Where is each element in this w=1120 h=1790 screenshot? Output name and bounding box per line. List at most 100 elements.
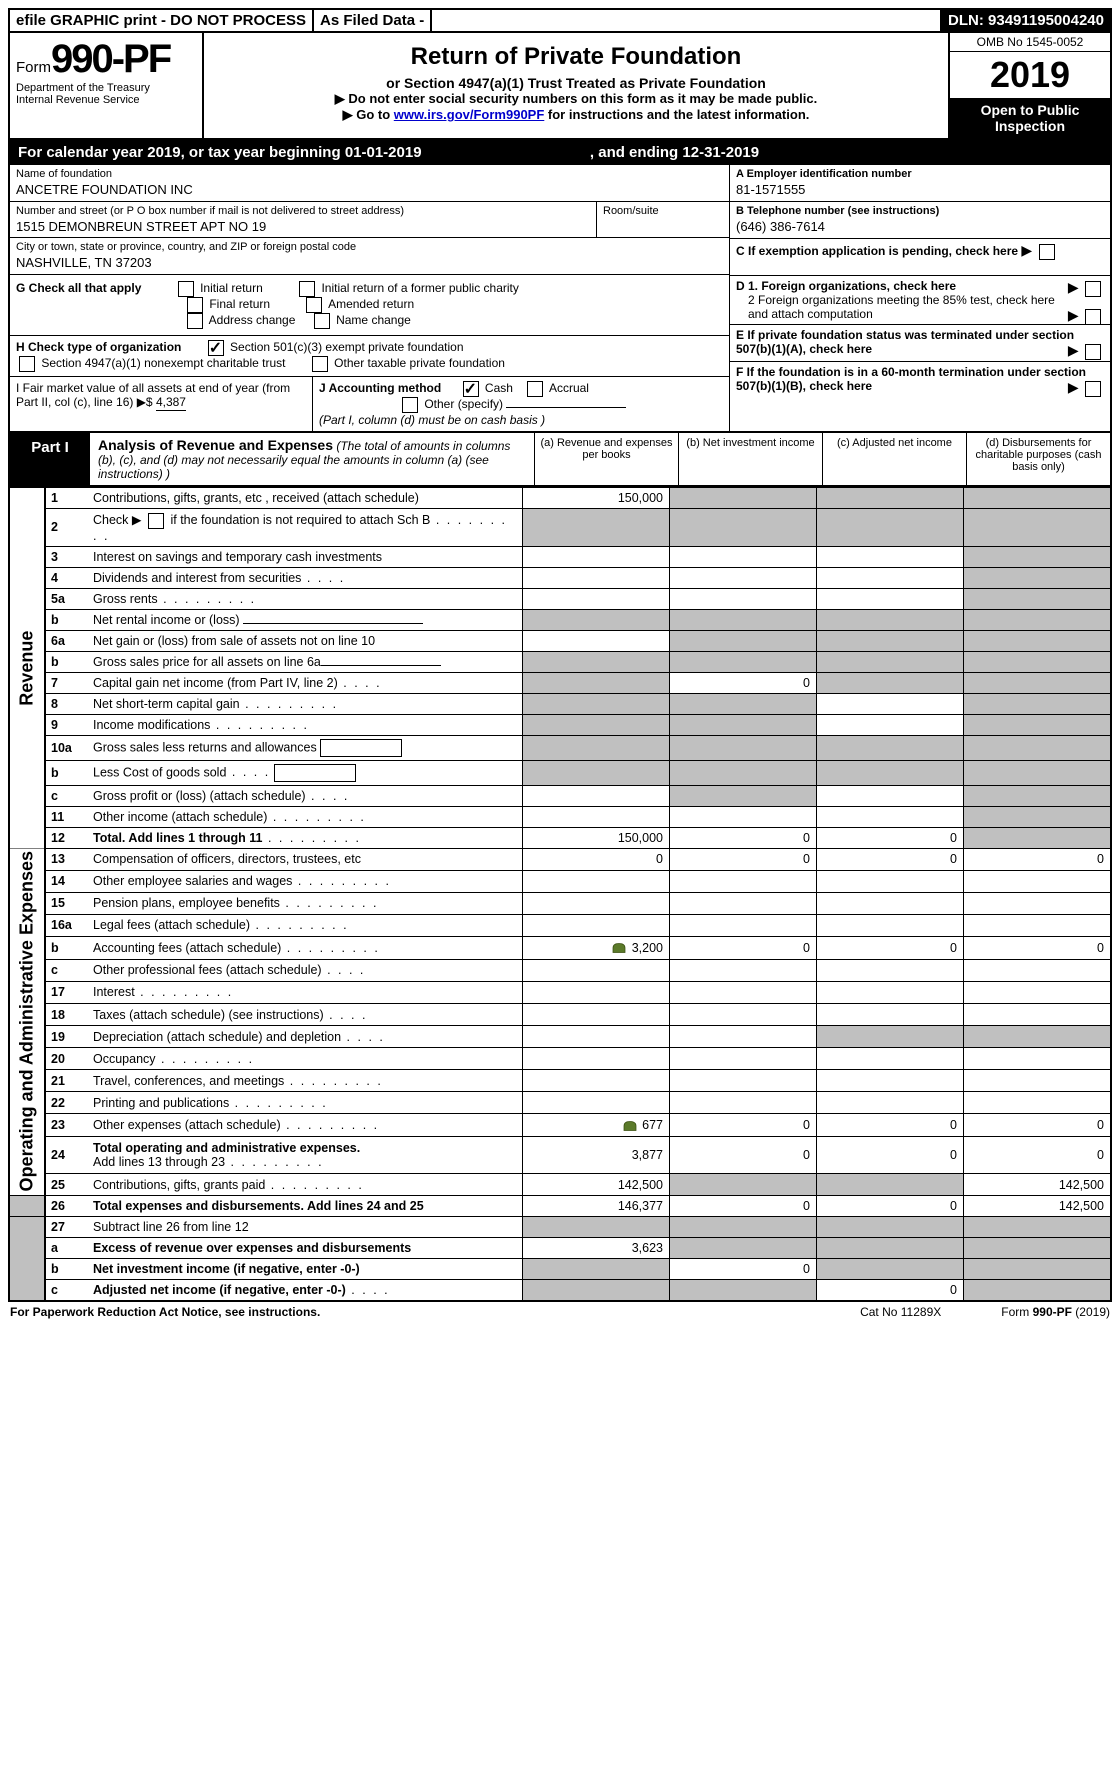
checkbox-name-change[interactable] [314,313,330,329]
col-d-head: (d) Disbursements for charitable purpose… [966,433,1110,485]
dln: DLN: 93491195004240 [942,10,1110,31]
part-i-title: Analysis of Revenue and Expenses (The to… [90,433,534,485]
checkbox-initial-return[interactable] [178,281,194,297]
ein: 81-1571555 [736,180,1104,197]
phone: (646) 386-7614 [736,217,1104,234]
line12-a: 150,000 [523,827,670,848]
table-row: 20Occupancy [9,1048,1111,1070]
tax-year: 2019 [950,52,1110,98]
instr-2: ▶ Go to www.irs.gov/Form990PF for instru… [212,107,940,123]
omb-no: OMB No 1545-0052 [950,33,1110,52]
table-row: 11Other income (attach schedule) [9,806,1111,827]
section-c: C If exemption application is pending, c… [730,239,1110,276]
table-row: bAccounting fees (attach schedule) 3,200… [9,937,1111,960]
table-row: 24Total operating and administrative exp… [9,1137,1111,1174]
form-title-block: Return of Private Foundation or Section … [204,33,948,138]
checkbox-other-taxable[interactable] [312,356,328,372]
table-row: 18Taxes (attach schedule) (see instructi… [9,1003,1111,1025]
section-i-j: I Fair market value of all assets at end… [10,377,729,431]
cat-no: Cat No 11289X [860,1305,941,1319]
ein-cell: A Employer identification number 81-1571… [730,165,1110,202]
table-row: 21Travel, conferences, and meetings [9,1070,1111,1092]
part-i-label: Part I [10,433,90,485]
room-suite-label: Room/suite [603,205,723,217]
table-row: 2Check ▶ if the foundation is not requir… [9,509,1111,547]
checkbox-cash[interactable] [463,381,479,397]
table-row: 19Depreciation (attach schedule) and dep… [9,1026,1111,1048]
table-row: 9Income modifications [9,714,1111,735]
page-footer: For Paperwork Reduction Act Notice, see … [8,1302,1112,1322]
line1-a: 150,000 [523,488,670,509]
dept-treasury: Department of the Treasury [16,82,196,94]
attach-icon[interactable] [621,1119,639,1133]
form-prefix: Form [16,59,51,76]
calendar-year-bar: For calendar year 2019, or tax year begi… [8,140,1112,165]
checkbox-amended[interactable] [306,297,322,313]
part-i-table: Revenue 1Contributions, gifts, grants, e… [8,487,1112,1302]
irs-link[interactable]: www.irs.gov/Form990PF [394,107,545,122]
checkbox-d2[interactable] [1085,309,1101,325]
table-row: bGross sales price for all assets on lin… [9,651,1111,672]
table-row: aExcess of revenue over expenses and dis… [9,1238,1111,1259]
checkbox-4947a1[interactable] [19,356,35,372]
checkbox-address-change[interactable] [187,313,203,329]
checkbox-final-return[interactable] [187,297,203,313]
form-header: Form990-PF Department of the Treasury In… [8,33,1112,140]
table-row: 17Interest [9,981,1111,1003]
address-row: Number and street (or P O box number if … [10,202,729,238]
attach-icon[interactable] [610,941,628,955]
expenses-label: Operating and Administrative Expenses [9,848,45,1195]
phone-cell: B Telephone number (see instructions) (6… [730,202,1110,239]
checkbox-501c3[interactable] [208,340,224,356]
checkbox-e[interactable] [1085,344,1101,360]
line7-b: 0 [670,672,817,693]
table-row: 6aNet gain or (loss) from sale of assets… [9,630,1111,651]
entity-info: Name of foundation ANCETRE FOUNDATION IN… [8,165,1112,433]
table-row: 22Printing and publications [9,1092,1111,1114]
section-d: D 1. Foreign organizations, check here ▶… [730,276,1110,325]
form-number: 990-PF [51,37,170,81]
city-state-zip: NASHVILLE, TN 37203 [16,253,723,270]
table-row: 25Contributions, gifts, grants paid 142,… [9,1173,1111,1195]
checkbox-sch-b[interactable] [148,513,164,529]
table-row: cOther professional fees (attach schedul… [9,959,1111,981]
open-inspection: Open to Public Inspection [950,98,1110,138]
table-row: bNet investment income (if negative, ent… [9,1259,1111,1280]
table-row: 27Subtract line 26 from line 12 [9,1217,1111,1238]
irs: Internal Revenue Service [16,94,196,106]
top-bar: efile GRAPHIC print - DO NOT PROCESS As … [8,8,1112,33]
col-a-head: (a) Revenue and expenses per books [534,433,678,485]
part-i-header: Part I Analysis of Revenue and Expenses … [8,433,1112,487]
as-filed: As Filed Data - [314,10,432,31]
form-year-block: OMB No 1545-0052 2019 Open to Public Ins… [948,33,1110,138]
checkbox-accrual[interactable] [527,381,543,397]
table-row: 4Dividends and interest from securities [9,567,1111,588]
street-address: 1515 DEMONBREUN STREET APT NO 19 [16,217,590,234]
section-e: E If private foundation status was termi… [730,325,1110,362]
checkbox-c[interactable] [1039,244,1055,260]
table-row: 15Pension plans, employee benefits [9,892,1111,914]
paperwork-notice: For Paperwork Reduction Act Notice, see … [10,1305,320,1319]
table-row: 12Total. Add lines 1 through 11 150,0000… [9,827,1111,848]
table-row: 10aGross sales less returns and allowanc… [9,735,1111,760]
checkbox-other-method[interactable] [402,397,418,413]
foundation-name-cell: Name of foundation ANCETRE FOUNDATION IN… [10,165,729,202]
table-row: 16aLegal fees (attach schedule) [9,914,1111,936]
checkbox-f[interactable] [1085,381,1101,397]
form-ref: Form 990-PF (2019) [1001,1305,1110,1319]
table-row: 8Net short-term capital gain [9,693,1111,714]
form-id-block: Form990-PF Department of the Treasury In… [10,33,204,138]
table-row: 26Total expenses and disbursements. Add … [9,1196,1111,1217]
city-cell: City or town, state or province, country… [10,238,729,275]
table-row: Revenue 1Contributions, gifts, grants, e… [9,488,1111,509]
table-row: 3Interest on savings and temporary cash … [9,546,1111,567]
checkbox-initial-former[interactable] [299,281,315,297]
checkbox-d1[interactable] [1085,281,1101,297]
table-row: cGross profit or (loss) (attach schedule… [9,785,1111,806]
table-row: bLess Cost of goods sold [9,760,1111,785]
table-row: 7Capital gain net income (from Part IV, … [9,672,1111,693]
table-row: 5aGross rents [9,588,1111,609]
col-b-head: (b) Net investment income [678,433,822,485]
table-row: cAdjusted net income (if negative, enter… [9,1280,1111,1302]
form-subtitle: or Section 4947(a)(1) Trust Treated as P… [212,75,940,91]
